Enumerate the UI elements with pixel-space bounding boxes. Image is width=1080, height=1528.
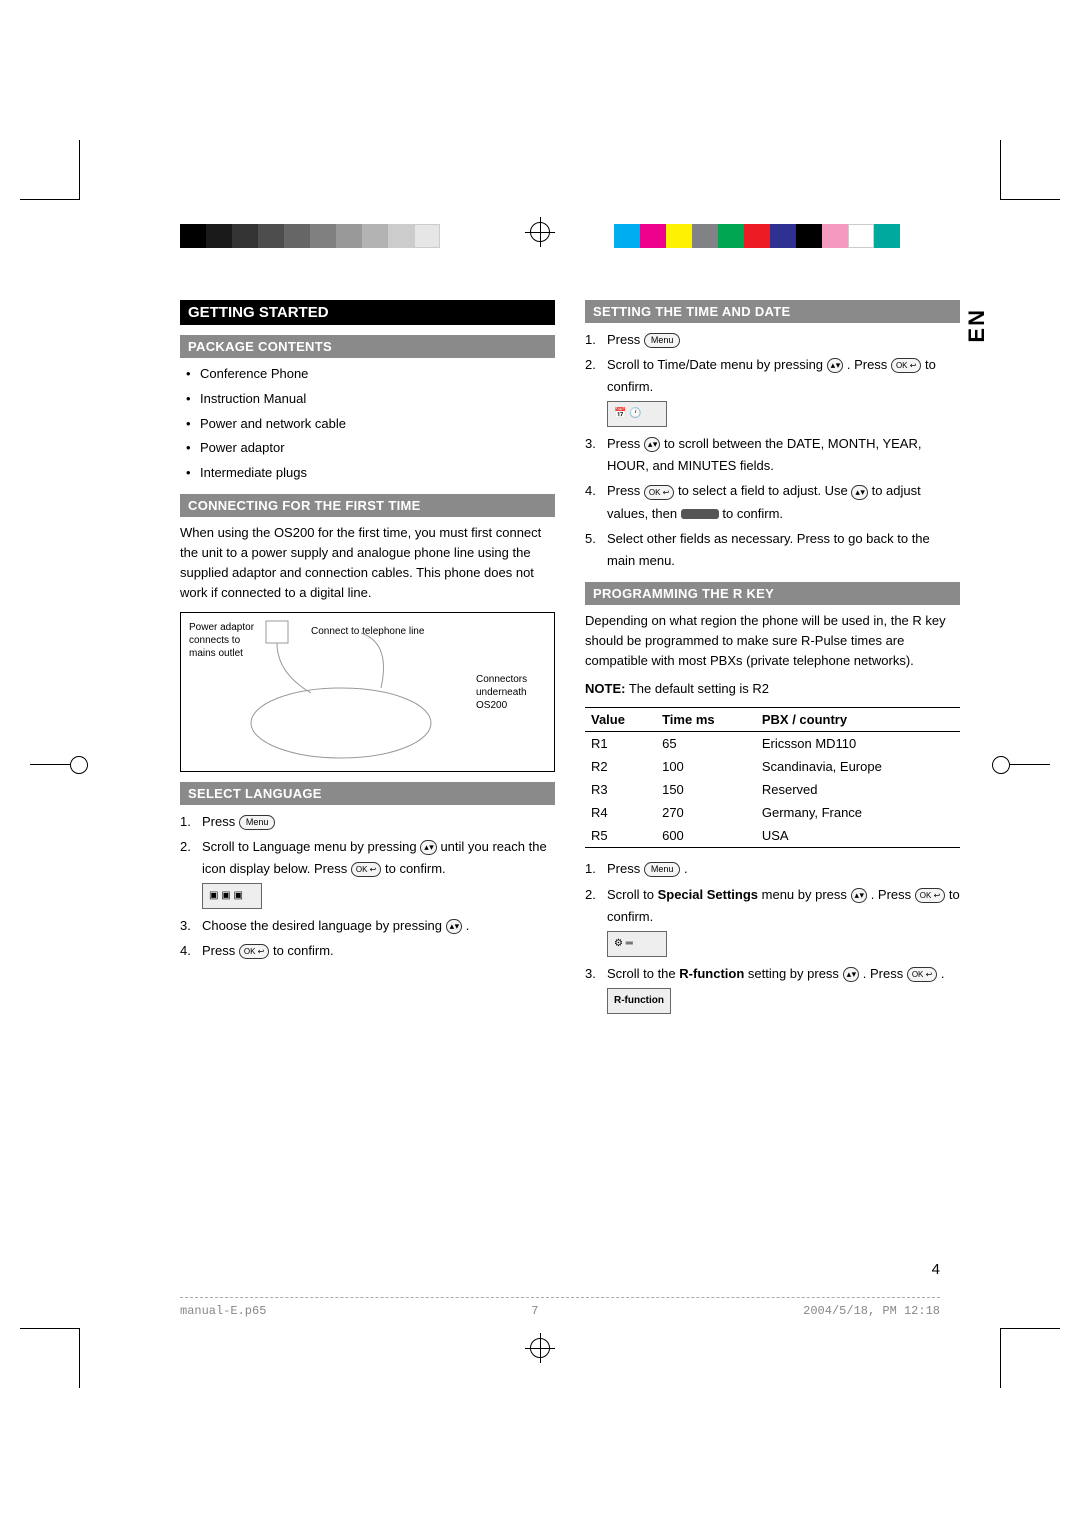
left-column: GETTING STARTED PACKAGE CONTENTS Confere…	[180, 300, 555, 1021]
footer-page: 7	[531, 1304, 538, 1318]
table-cell: Reserved	[756, 778, 960, 801]
step-item: Select other fields as necessary. Press …	[585, 528, 960, 572]
page-content: GETTING STARTED PACKAGE CONTENTS Confere…	[180, 300, 960, 1021]
connecting-text: When using the OS200 for the first time,…	[180, 523, 555, 604]
updown-button-icon	[420, 840, 437, 855]
step-item: Scroll to Time/Date menu by pressing . P…	[585, 354, 960, 430]
ok-button-icon: OK ↩	[239, 944, 269, 959]
list-item: Power and network cable	[186, 414, 555, 435]
table-row: R3150Reserved	[585, 778, 960, 801]
footer-timestamp: 2004/5/18, PM 12:18	[803, 1304, 940, 1318]
step-item: Scroll to the R-function setting by pres…	[585, 963, 960, 1017]
table-cell: 100	[656, 755, 756, 778]
lcd-display: ⚙ ═	[607, 931, 667, 957]
table-cell: 600	[656, 824, 756, 848]
lcd-display: R-function	[607, 988, 671, 1014]
table-cell: R1	[585, 732, 656, 756]
table-cell: 270	[656, 801, 756, 824]
table-cell: R3	[585, 778, 656, 801]
table-row: R165Ericsson MD110	[585, 732, 960, 756]
ok-button-icon: OK ↩	[915, 888, 945, 903]
language-steps: Press Menu Scroll to Language menu by pr…	[180, 811, 555, 962]
registration-mark-bottom	[530, 1338, 550, 1358]
table-cell: R2	[585, 755, 656, 778]
step-item: Scroll to Special Settings menu by press…	[585, 884, 960, 960]
menu-button-icon: Menu	[644, 862, 681, 877]
updown-button-icon	[843, 967, 860, 982]
rkey-heading: PROGRAMMING THE R KEY	[585, 582, 960, 605]
grayscale-bar	[180, 224, 440, 248]
step-item: Scroll to Language menu by pressing unti…	[180, 836, 555, 912]
updown-button-icon	[446, 919, 463, 934]
timedate-steps: Press Menu Scroll to Time/Date menu by p…	[585, 329, 960, 572]
updown-button-icon	[644, 437, 661, 452]
long-button-icon	[681, 509, 719, 519]
package-heading: PACKAGE CONTENTS	[180, 335, 555, 358]
updown-button-icon	[851, 485, 868, 500]
language-tab: EN	[964, 308, 990, 343]
updown-button-icon	[827, 358, 844, 373]
table-cell: 65	[656, 732, 756, 756]
lcd-display: 📅 🕐	[607, 401, 667, 427]
list-item: Intermediate plugs	[186, 463, 555, 484]
table-cell: R5	[585, 824, 656, 848]
table-cell: Scandinavia, Europe	[756, 755, 960, 778]
list-item: Instruction Manual	[186, 389, 555, 410]
right-column: SETTING THE TIME AND DATE Press Menu Scr…	[585, 300, 960, 1021]
table-cell: 150	[656, 778, 756, 801]
rkey-note: NOTE: The default setting is R2	[585, 679, 960, 699]
diagram-svg	[181, 613, 554, 771]
step-item: Press Menu .	[585, 858, 960, 880]
step-item: Choose the desired language by pressing …	[180, 915, 555, 937]
table-header: Time ms	[656, 708, 756, 732]
color-bar	[614, 224, 900, 248]
step-item: Press Menu	[585, 329, 960, 351]
step-item: Press Menu	[180, 811, 555, 833]
table-header: Value	[585, 708, 656, 732]
ok-button-icon: OK ↩	[891, 358, 921, 373]
table-cell: USA	[756, 824, 960, 848]
table-cell: Germany, France	[756, 801, 960, 824]
step-item: Press to scroll between the DATE, MONTH,…	[585, 433, 960, 477]
updown-button-icon	[851, 888, 868, 903]
main-heading: GETTING STARTED	[180, 300, 555, 325]
table-row: R2100Scandinavia, Europe	[585, 755, 960, 778]
rkey-intro: Depending on what region the phone will …	[585, 611, 960, 671]
connection-diagram: Power adaptor connects to mains outlet C…	[180, 612, 555, 772]
footer: manual-E.p65 7 2004/5/18, PM 12:18	[180, 1297, 940, 1318]
table-cell: Ericsson MD110	[756, 732, 960, 756]
menu-button-icon: Menu	[239, 815, 276, 830]
footer-file: manual-E.p65	[180, 1304, 266, 1318]
list-item: Power adaptor	[186, 438, 555, 459]
table-header: PBX / country	[756, 708, 960, 732]
package-list: Conference Phone Instruction Manual Powe…	[180, 364, 555, 484]
list-item: Conference Phone	[186, 364, 555, 385]
connecting-heading: CONNECTING FOR THE FIRST TIME	[180, 494, 555, 517]
table-row: R5600USA	[585, 824, 960, 848]
step-item: Press OK ↩ to select a field to adjust. …	[585, 480, 960, 524]
menu-button-icon: Menu	[644, 333, 681, 348]
rkey-steps: Press Menu . Scroll to Special Settings …	[585, 858, 960, 1016]
table-cell: R4	[585, 801, 656, 824]
registration-mark-top	[530, 222, 550, 242]
table-row: R4270Germany, France	[585, 801, 960, 824]
lcd-display: ▣ ▣ ▣	[202, 883, 262, 909]
rkey-table: Value Time ms PBX / country R165Ericsson…	[585, 707, 960, 848]
ok-button-icon: OK ↩	[907, 967, 937, 982]
ok-button-icon: OK ↩	[351, 862, 381, 877]
ok-button-icon: OK ↩	[644, 485, 674, 500]
language-heading: SELECT LANGUAGE	[180, 782, 555, 805]
page-number: 4	[932, 1261, 940, 1278]
timedate-heading: SETTING THE TIME AND DATE	[585, 300, 960, 323]
step-item: Press OK ↩ to confirm.	[180, 940, 555, 962]
